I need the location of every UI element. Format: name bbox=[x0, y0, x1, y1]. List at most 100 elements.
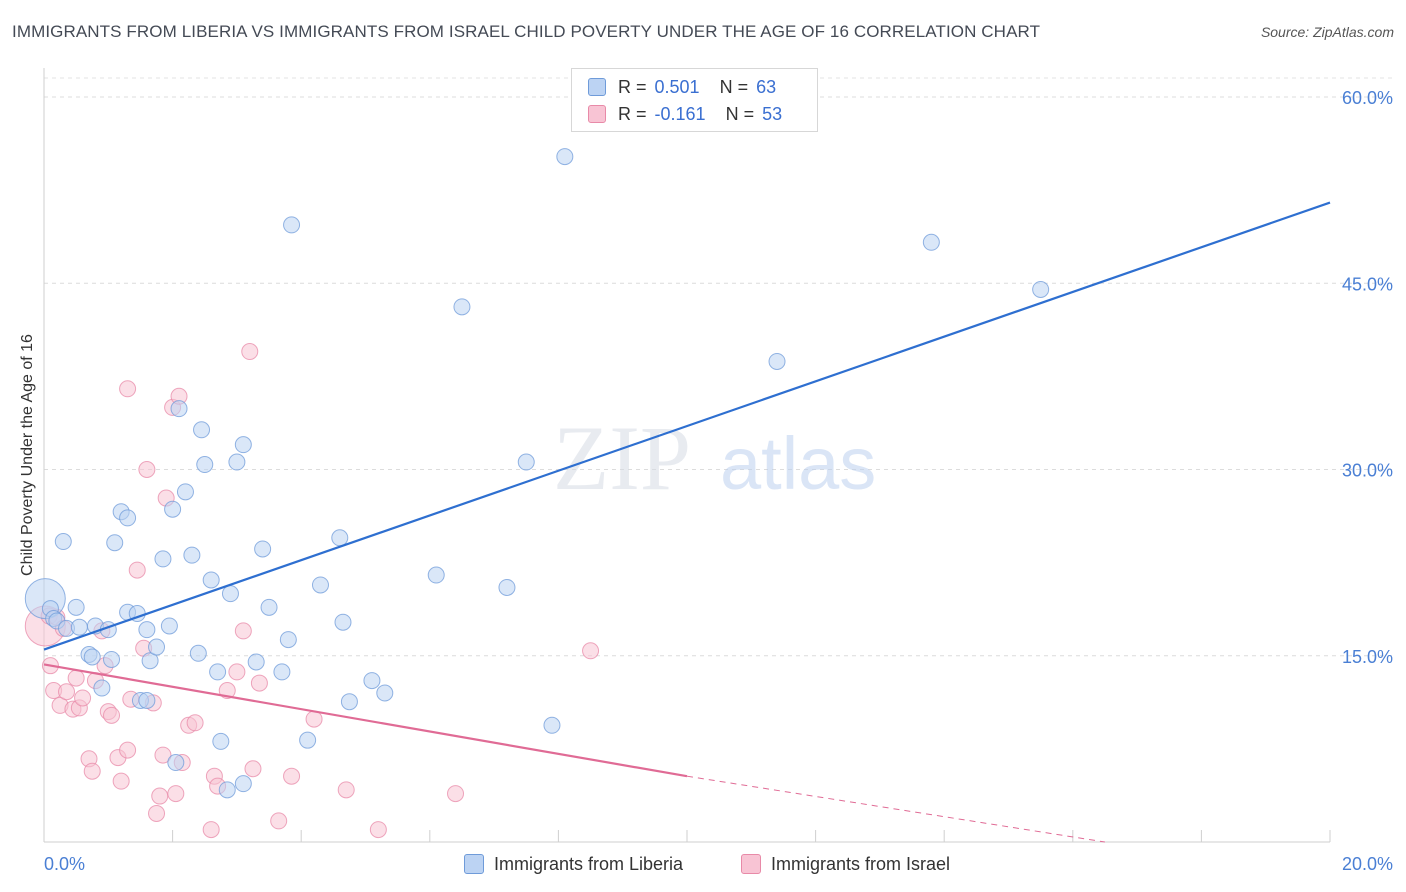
liberia-point bbox=[254, 540, 272, 558]
correlation-legend: R = 0.501 N = 63 R = -0.161 N = 53 bbox=[571, 68, 818, 132]
liberia-point bbox=[247, 653, 265, 671]
watermark-atlas: atlas bbox=[720, 422, 876, 505]
liberia-point bbox=[202, 571, 220, 589]
liberia-trend-line bbox=[43, 201, 1331, 651]
israel-point bbox=[103, 706, 121, 724]
y-tick-label: 60.0% bbox=[1342, 88, 1393, 108]
liberia-point bbox=[221, 585, 239, 603]
legend-row-liberia: R = 0.501 N = 63 bbox=[588, 76, 776, 98]
israel-point bbox=[369, 821, 387, 839]
liberia-point bbox=[556, 148, 574, 166]
y-tick-label: 30.0% bbox=[1342, 461, 1393, 481]
liberia-point bbox=[340, 693, 358, 711]
liberia-point bbox=[176, 483, 194, 501]
israel-point bbox=[447, 785, 465, 803]
liberia-point bbox=[160, 617, 178, 635]
bottom-legend-israel: Immigrants from Israel bbox=[741, 852, 950, 876]
israel-point bbox=[119, 380, 137, 398]
legend-swatch-liberia bbox=[588, 78, 606, 96]
liberia-point bbox=[228, 453, 246, 471]
liberia-point bbox=[427, 566, 445, 584]
liberia-point bbox=[1032, 280, 1050, 298]
liberia-point bbox=[922, 233, 940, 251]
legend-r-label: R = bbox=[618, 103, 647, 124]
israel-point bbox=[128, 561, 146, 579]
liberia-point bbox=[189, 644, 207, 662]
liberia-point bbox=[376, 684, 394, 702]
liberia-point bbox=[138, 621, 156, 639]
legend-n-value-liberia: 63 bbox=[756, 76, 777, 97]
israel-point bbox=[582, 642, 600, 660]
israel-point bbox=[250, 674, 268, 692]
israel-point bbox=[270, 812, 288, 830]
x-tick-label: 0.0% bbox=[44, 854, 85, 874]
liberia-point bbox=[299, 731, 317, 749]
israel-point bbox=[83, 762, 101, 780]
liberia-point bbox=[279, 631, 297, 649]
liberia-point bbox=[196, 456, 214, 474]
legend-n-value-israel: 53 bbox=[762, 103, 783, 124]
israel-point bbox=[337, 781, 355, 799]
israel-point bbox=[167, 785, 185, 803]
legend-r-label: R = bbox=[618, 76, 647, 97]
liberia-point bbox=[106, 534, 124, 552]
israel-point bbox=[148, 804, 166, 822]
liberia-point bbox=[167, 754, 185, 772]
israel-point bbox=[58, 683, 76, 701]
liberia-point bbox=[283, 216, 301, 234]
series-liberia-points bbox=[24, 148, 1050, 799]
israel-point bbox=[305, 710, 323, 728]
x-tick-label: 20.0% bbox=[1342, 854, 1393, 874]
watermark-zip: ZIP bbox=[553, 407, 691, 509]
liberia-point bbox=[234, 436, 252, 454]
israel-point bbox=[244, 760, 262, 778]
liberia-point bbox=[70, 618, 88, 636]
liberia-point bbox=[138, 691, 156, 709]
legend-r-value-israel: -0.161 bbox=[654, 103, 706, 124]
israel-point bbox=[234, 622, 252, 640]
liberia-point bbox=[154, 550, 172, 568]
israel-point bbox=[202, 821, 220, 839]
israel-point bbox=[67, 669, 85, 687]
trend-lines bbox=[43, 201, 1331, 843]
israel-point bbox=[154, 746, 172, 764]
israel-trend-line bbox=[43, 663, 688, 778]
liberia-point bbox=[119, 509, 137, 527]
israel-point bbox=[186, 714, 204, 732]
liberia-point bbox=[334, 613, 352, 631]
israel-point bbox=[74, 689, 92, 707]
legend-row-israel: R = -0.161 N = 53 bbox=[588, 103, 782, 125]
bottom-legend-swatch-israel bbox=[741, 854, 761, 874]
liberia-point bbox=[768, 352, 786, 370]
liberia-point bbox=[311, 576, 329, 594]
liberia-point bbox=[148, 638, 166, 656]
chart-title: IMMIGRANTS FROM LIBERIA VS IMMIGRANTS FR… bbox=[12, 22, 1041, 41]
israel-point bbox=[151, 787, 169, 805]
liberia-point bbox=[209, 663, 227, 681]
liberia-point bbox=[83, 648, 101, 666]
liberia-point bbox=[164, 500, 182, 518]
liberia-point bbox=[170, 400, 188, 418]
y-axis-title: Child Poverty Under the Age of 16 bbox=[19, 334, 36, 576]
israel-trend-extension bbox=[686, 775, 1106, 843]
liberia-point bbox=[67, 598, 85, 616]
liberia-point bbox=[363, 672, 381, 690]
bottom-legend-label-israel: Immigrants from Israel bbox=[771, 853, 951, 874]
liberia-point bbox=[212, 732, 230, 750]
liberia-point bbox=[273, 663, 291, 681]
israel-point bbox=[241, 343, 259, 361]
liberia-point bbox=[234, 775, 252, 793]
israel-point bbox=[112, 772, 130, 790]
bottom-legend-label-liberia: Immigrants from Liberia bbox=[494, 853, 684, 874]
liberia-point bbox=[183, 546, 201, 564]
bottom-legend-liberia: Immigrants from Liberia bbox=[464, 852, 683, 876]
israel-point bbox=[283, 767, 301, 785]
watermark: ZIP atlas bbox=[553, 407, 876, 509]
liberia-point bbox=[93, 679, 111, 697]
israel-point bbox=[138, 461, 156, 478]
liberia-point bbox=[543, 716, 561, 734]
liberia-point bbox=[331, 529, 349, 547]
legend-r-value-liberia: 0.501 bbox=[654, 76, 700, 97]
tick-labels: 15.0% 30.0% 45.0% 60.0% 0.0% 20.0% bbox=[44, 88, 1393, 874]
